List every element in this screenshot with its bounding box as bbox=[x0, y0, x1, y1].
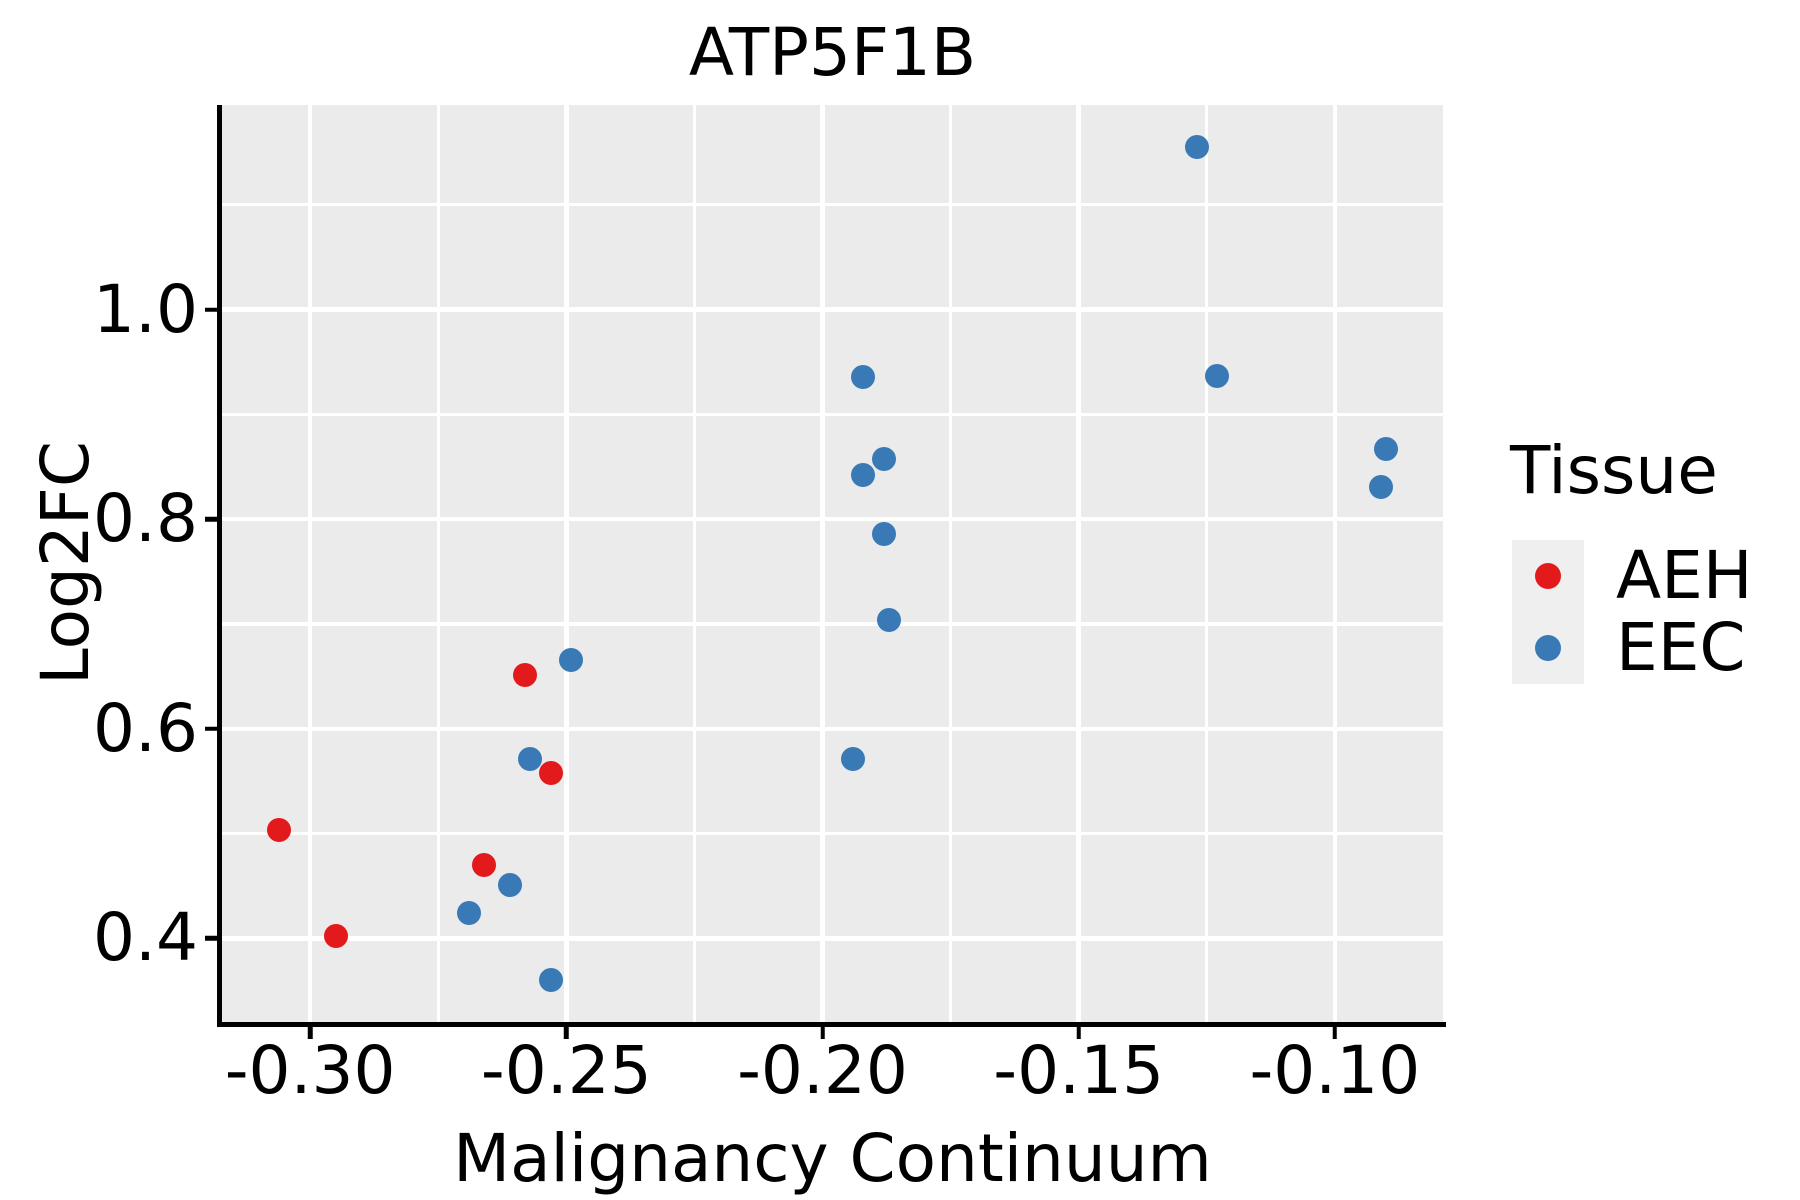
x-tick-label: -0.25 bbox=[480, 1032, 652, 1109]
x-minor-gridline bbox=[1205, 105, 1209, 1022]
data-point-eec bbox=[1205, 363, 1230, 388]
x-tick-mark bbox=[1076, 1027, 1081, 1039]
data-point-eec bbox=[851, 364, 876, 389]
legend-item-label: AEH bbox=[1616, 537, 1753, 614]
x-tick-mark bbox=[564, 1027, 569, 1039]
y-axis-line bbox=[217, 105, 222, 1027]
data-point-aeh bbox=[267, 818, 292, 843]
data-point-eec bbox=[871, 521, 896, 546]
data-point-eec bbox=[1184, 135, 1209, 160]
x-major-gridline bbox=[820, 105, 825, 1022]
x-tick-label: -0.30 bbox=[224, 1032, 396, 1109]
y-major-gridline bbox=[222, 936, 1443, 941]
y-tick-label: 0.6 bbox=[93, 689, 198, 767]
y-axis-title: Log2FC bbox=[27, 441, 104, 685]
legend-dot-aeh bbox=[1535, 563, 1561, 589]
legend-item-eec: EEC bbox=[1512, 612, 1752, 684]
y-tick-label: 0.4 bbox=[93, 899, 198, 977]
y-tick-mark bbox=[205, 726, 217, 732]
data-point-aeh bbox=[538, 760, 563, 785]
legend-items: AEH EEC bbox=[1510, 540, 1752, 684]
y-tick-label: 0.8 bbox=[93, 480, 198, 558]
legend: Tissue AEH EEC bbox=[1510, 432, 1752, 684]
y-minor-gridline bbox=[222, 412, 1443, 416]
data-point-eec bbox=[456, 901, 481, 926]
plot-panel bbox=[222, 105, 1443, 1022]
y-tick-mark bbox=[205, 936, 217, 941]
data-point-eec bbox=[518, 747, 543, 772]
x-minor-gridline bbox=[436, 105, 440, 1022]
data-point-eec bbox=[538, 968, 563, 993]
y-tick-label: 1.0 bbox=[93, 270, 198, 348]
x-minor-gridline bbox=[949, 105, 953, 1022]
data-point-aeh bbox=[472, 853, 497, 877]
y-tick-mark bbox=[205, 307, 217, 312]
plot-title: ATP5F1B bbox=[688, 14, 977, 91]
y-major-gridline bbox=[222, 516, 1443, 522]
data-point-eec bbox=[497, 872, 522, 897]
legend-key bbox=[1512, 612, 1584, 684]
y-tick-mark bbox=[205, 516, 217, 522]
y-minor-gridline bbox=[222, 203, 1443, 207]
x-tick-mark bbox=[307, 1027, 313, 1039]
x-tick-label: -0.15 bbox=[993, 1032, 1165, 1109]
legend-item-label: EEC bbox=[1616, 609, 1746, 686]
y-minor-gridline bbox=[222, 622, 1443, 626]
data-point-aeh bbox=[323, 924, 348, 949]
data-point-eec bbox=[841, 747, 866, 772]
x-axis-title: Malignancy Continuum bbox=[453, 1120, 1212, 1197]
x-major-gridline bbox=[307, 105, 313, 1022]
y-major-gridline bbox=[222, 307, 1443, 312]
data-point-eec bbox=[871, 447, 896, 472]
legend-dot-eec bbox=[1535, 635, 1561, 661]
data-point-eec bbox=[851, 463, 876, 488]
y-minor-gridline bbox=[222, 831, 1443, 836]
x-major-gridline bbox=[1076, 105, 1081, 1022]
x-tick-mark bbox=[820, 1027, 825, 1039]
x-tick-mark bbox=[1332, 1027, 1338, 1039]
x-major-gridline bbox=[564, 105, 569, 1022]
x-minor-gridline bbox=[692, 105, 696, 1022]
legend-title: Tissue bbox=[1510, 432, 1718, 509]
x-tick-label: -0.20 bbox=[737, 1032, 908, 1109]
data-point-eec bbox=[877, 607, 902, 632]
data-point-eec bbox=[1369, 474, 1393, 499]
x-axis-line bbox=[217, 1022, 1446, 1027]
legend-item-aeh: AEH bbox=[1512, 540, 1752, 612]
data-point-aeh bbox=[513, 663, 538, 688]
data-point-eec bbox=[559, 647, 584, 672]
x-tick-label: -0.10 bbox=[1249, 1032, 1421, 1109]
x-major-gridline bbox=[1332, 105, 1338, 1022]
y-major-gridline bbox=[222, 726, 1443, 732]
legend-key bbox=[1512, 540, 1584, 612]
data-point-eec bbox=[1374, 436, 1399, 461]
